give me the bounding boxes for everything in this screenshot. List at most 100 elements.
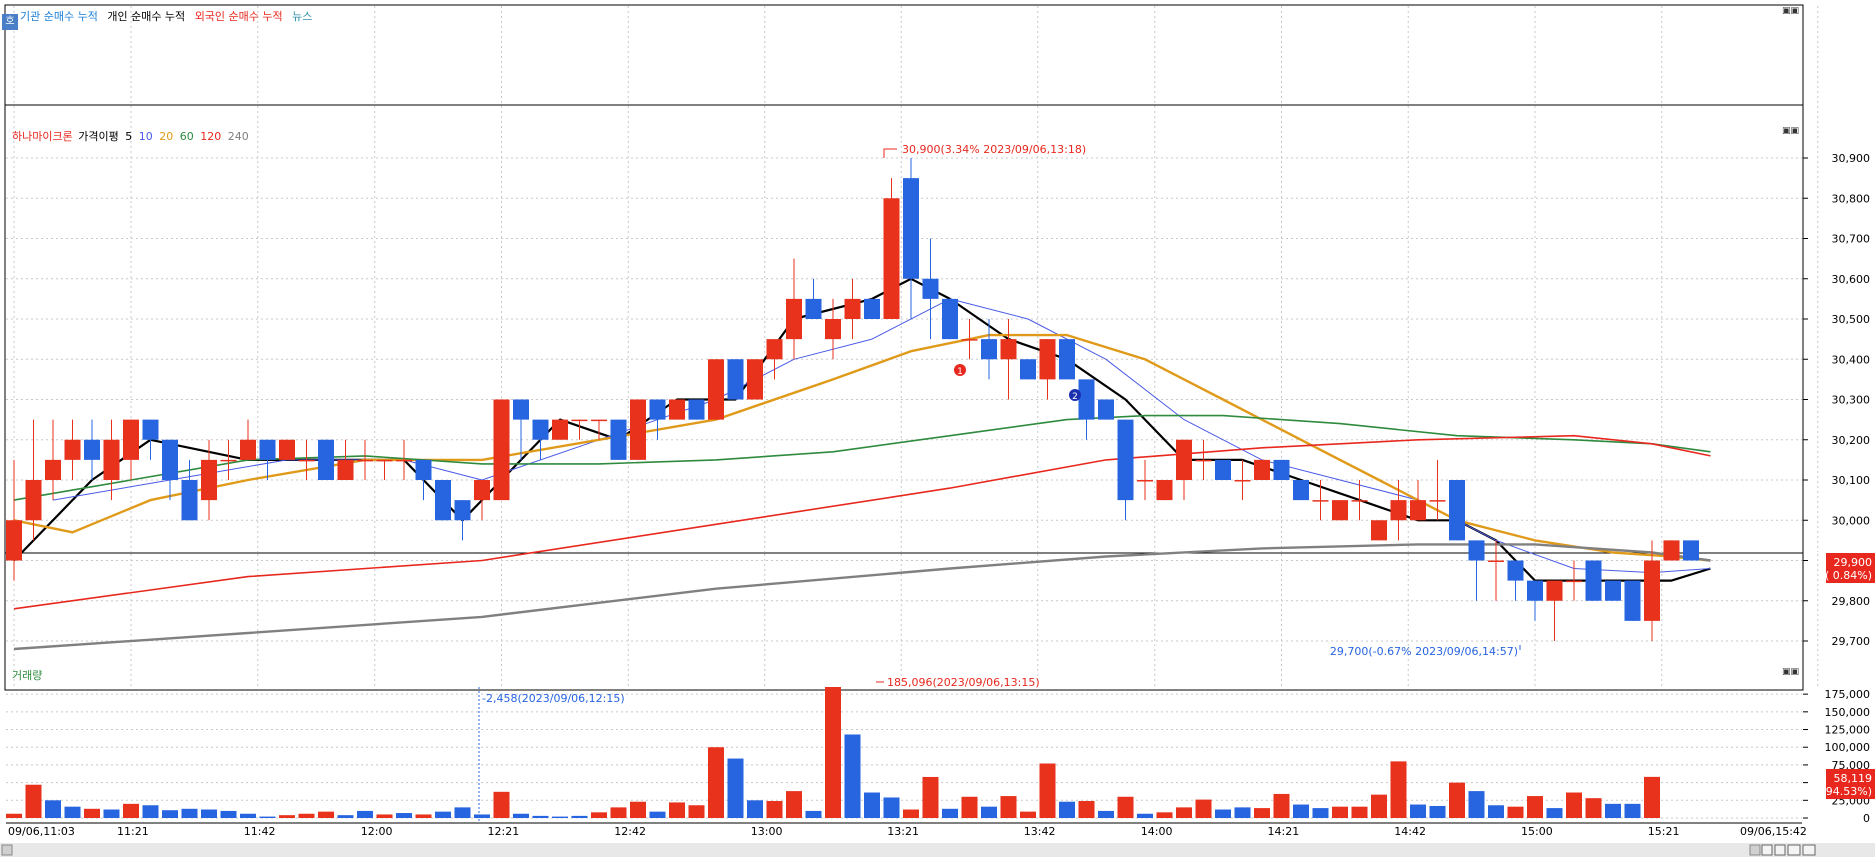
volume-bar	[1332, 806, 1348, 818]
volume-bar	[1546, 808, 1563, 818]
max-volume-annotation: 185,096(2023/09/06,13:15)	[887, 676, 1040, 689]
candle-body	[259, 439, 276, 460]
candle-body	[1663, 540, 1680, 561]
candle-body	[669, 399, 685, 420]
volume-bar	[669, 802, 685, 818]
candle-body	[1605, 580, 1621, 601]
legend-ma-240[interactable]: 240	[227, 130, 249, 143]
candle-body	[337, 459, 354, 480]
candle-body	[1098, 399, 1114, 420]
volume-bar	[591, 812, 607, 818]
time-axis-label: 15:21	[1648, 825, 1680, 838]
volume-bar	[1098, 810, 1114, 818]
candle-body	[240, 439, 256, 460]
volume-bar	[786, 791, 802, 818]
volume-bar	[279, 815, 295, 818]
candle-body	[1078, 379, 1095, 420]
time-axis-label: 15:00	[1521, 825, 1553, 838]
legend-foreign[interactable]: 외국인 순매수 누적	[194, 10, 283, 23]
fit-button[interactable]	[1802, 844, 1816, 856]
time-axis-label: 12:00	[361, 825, 393, 838]
high-price-annotation: 30,900(3.34% 2023/09/06,13:18)	[902, 143, 1086, 156]
price-pane-buttons[interactable]: ▣▣	[1782, 126, 1800, 136]
volume-bar	[766, 801, 783, 818]
volume-bar	[201, 809, 217, 818]
candle-body	[45, 459, 61, 480]
volume-bar	[376, 814, 393, 818]
volume-bar	[1176, 807, 1192, 818]
signal-marker-2-glyph: 2	[1072, 392, 1078, 402]
candle-body	[123, 419, 139, 460]
price-tick-label: 29,800	[1832, 595, 1871, 608]
legend-institution[interactable]: 기관 순매수 누적	[20, 10, 98, 23]
high-price-arrow	[883, 148, 897, 158]
candle-body	[1332, 500, 1348, 521]
volume-bar	[922, 776, 939, 818]
time-axis-label: 11:21	[117, 825, 149, 838]
volume-pane-legend[interactable]: 거래량	[12, 669, 43, 682]
candle-body	[1000, 339, 1017, 360]
candle-body	[142, 419, 159, 440]
horizontal-scrollbar[interactable]	[0, 843, 1875, 857]
legend-news[interactable]: 뉴스	[292, 10, 313, 23]
price-tick-label: 29,700	[1832, 635, 1871, 648]
current-price-label: 29,900	[1834, 556, 1873, 569]
legend-ma-120[interactable]: 120	[200, 130, 222, 143]
volume-tick-label: 125,000	[1825, 724, 1871, 737]
volume-bar	[981, 806, 997, 818]
signal-marker-1-glyph: 1	[957, 367, 963, 377]
candle-body	[318, 439, 334, 480]
volume-bar	[864, 792, 880, 818]
current-price-box	[1826, 553, 1875, 583]
candle-body	[454, 500, 471, 521]
volume-bar	[162, 810, 178, 818]
volume-bar	[142, 805, 159, 818]
candle-body	[1468, 540, 1485, 561]
candle-body	[376, 459, 393, 462]
signal-marker-1[interactable]	[954, 364, 966, 376]
legend-ma-10[interactable]: 10	[138, 130, 153, 143]
price-pane-frame	[4, 104, 1804, 554]
legend-ma-5[interactable]: 5	[125, 130, 133, 143]
top-pane-legend: 기관 순매수 누적 개인 순매수 누적 외국인 순매수 누적 뉴스	[20, 8, 318, 24]
time-axis-label: 13:42	[1024, 825, 1056, 838]
candle-body	[279, 439, 295, 460]
volume-bar	[844, 734, 861, 818]
volume-bar	[903, 809, 919, 818]
candle-body	[1566, 580, 1582, 583]
candle-body	[844, 298, 861, 319]
candle-body	[1644, 560, 1660, 621]
candle-body	[64, 439, 81, 460]
volume-bar	[1059, 801, 1075, 818]
price-tick-label: 30,900	[1832, 152, 1871, 165]
scroll-left-button[interactable]	[1, 844, 13, 856]
candle-body	[1176, 439, 1192, 480]
volume-bar	[64, 806, 81, 818]
bar-density-button[interactable]	[1787, 844, 1801, 856]
volume-bar	[747, 800, 763, 818]
volume-tick-label: 75,000	[1832, 759, 1871, 772]
candle-body	[1312, 500, 1329, 502]
legend-individual[interactable]: 개인 순매수 누적	[107, 10, 186, 23]
candle-body	[474, 480, 490, 501]
candle-body	[1293, 480, 1309, 501]
volume-bar	[1488, 805, 1504, 818]
price-tick-label: 30,400	[1832, 353, 1871, 366]
legend-ma-20[interactable]: 20	[159, 130, 174, 143]
legend-ma-60[interactable]: 60	[179, 130, 194, 143]
legend-stock-name[interactable]: 하나마이크론	[12, 130, 73, 143]
legend-ma-label[interactable]: 가격이평	[78, 130, 119, 143]
zoom-in-button[interactable]	[1774, 844, 1786, 856]
volume-bar	[1351, 806, 1368, 818]
scroll-right-button[interactable]	[1749, 844, 1761, 856]
time-axis-label: 09/06,11:03	[8, 825, 75, 838]
top-pane-buttons[interactable]: ▣▣	[1782, 6, 1800, 16]
candle-body	[1527, 580, 1543, 601]
zoom-out-button[interactable]	[1761, 844, 1773, 856]
signal-marker-2[interactable]	[1069, 389, 1081, 401]
corner-badge[interactable]: 호	[2, 14, 18, 30]
volume-bar	[805, 810, 822, 818]
candle-body	[1429, 500, 1446, 502]
volume-pane-buttons[interactable]: ▣▣	[1782, 667, 1800, 677]
